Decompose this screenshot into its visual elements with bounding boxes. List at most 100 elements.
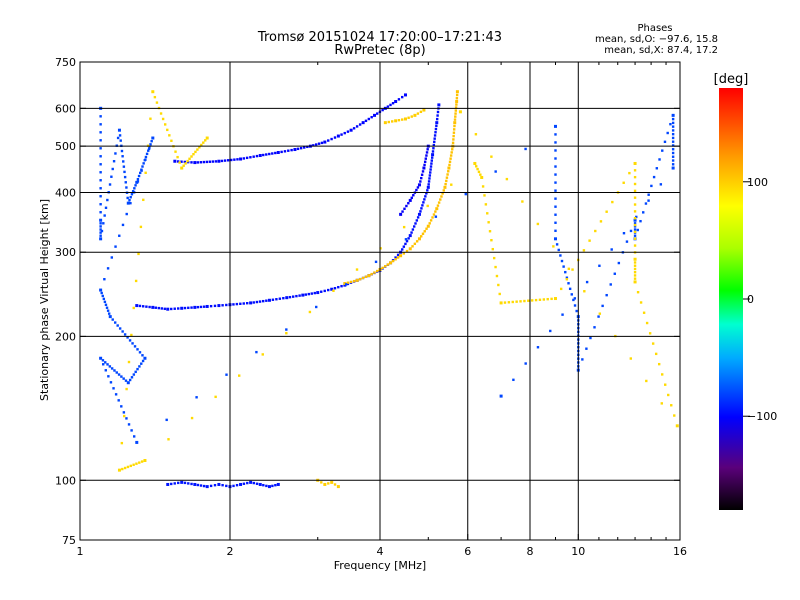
trace-point: [454, 109, 458, 112]
trace-point: [613, 272, 616, 275]
trace-point: [573, 304, 577, 307]
trace-point: [299, 146, 303, 150]
trace-point: [451, 141, 455, 145]
trace-point: [534, 298, 538, 302]
trace-point: [252, 155, 255, 158]
trace-point: [99, 179, 102, 182]
trace-point: [564, 270, 567, 274]
trace-point: [373, 271, 376, 274]
data-point: [217, 482, 221, 486]
trace-point: [420, 235, 423, 238]
trace-point: [265, 484, 268, 488]
trace-point: [258, 300, 262, 303]
trace-point: [582, 249, 586, 252]
trace-point: [252, 481, 256, 485]
trace-point: [337, 285, 340, 289]
trace-point: [125, 186, 128, 189]
trace-point: [515, 300, 518, 303]
trace-point: [137, 174, 141, 178]
trace-point: [349, 280, 353, 284]
data-point: [443, 185, 447, 189]
y-tick-label: 300: [55, 246, 76, 259]
trace-point: [401, 95, 404, 99]
trace-point: [123, 170, 126, 174]
trace-point: [609, 283, 612, 286]
trace-point: [101, 359, 105, 362]
data-point: [151, 136, 155, 140]
data-point: [276, 150, 280, 154]
trace-point: [138, 351, 142, 354]
trace-point: [645, 379, 648, 383]
trace-point: [453, 118, 457, 121]
chart-title: Tromsø 20151024 17:20:00–17:21:43: [257, 30, 502, 45]
trace-point: [381, 266, 384, 270]
trace-point: [559, 254, 562, 257]
trace-point: [106, 363, 109, 366]
trace-point: [437, 201, 441, 204]
trace-point: [589, 336, 592, 340]
trace-point: [433, 137, 436, 140]
trace-point: [523, 299, 526, 303]
trace-point: [585, 347, 588, 350]
data-point: [239, 482, 243, 486]
trace-point: [667, 393, 670, 397]
trace-point: [491, 247, 494, 251]
data-point: [316, 291, 320, 295]
trace-point: [422, 201, 425, 204]
trace-point: [450, 183, 453, 186]
data-point: [173, 159, 177, 163]
trace-point: [255, 482, 259, 485]
trace-point: [150, 139, 153, 143]
trace-point: [99, 231, 102, 234]
trace-point: [144, 155, 148, 159]
trace-point: [519, 300, 522, 303]
trace-point: [163, 307, 166, 311]
trace-point: [177, 481, 180, 485]
trace-point: [138, 461, 141, 464]
trace-point: [633, 228, 637, 231]
trace-point: [432, 213, 436, 216]
trace-point: [198, 146, 201, 149]
trace-point: [412, 194, 415, 197]
trace-point: [123, 175, 127, 179]
trace-point: [447, 170, 450, 173]
trace-point: [448, 160, 452, 163]
trace-point: [120, 375, 123, 378]
trace-point: [636, 291, 640, 294]
trace-point: [494, 170, 497, 173]
trace-point: [308, 310, 312, 314]
trace-point: [170, 307, 173, 311]
trace-point: [415, 188, 418, 192]
y-tick-label: 600: [55, 102, 76, 115]
trace-point: [99, 155, 102, 158]
trace-point: [555, 243, 559, 246]
trace-point: [99, 163, 102, 166]
x-tick-label: 8: [527, 545, 534, 558]
trace-point: [633, 237, 637, 240]
trace-point: [132, 463, 135, 466]
trace-point: [429, 171, 432, 174]
trace-point: [554, 229, 557, 232]
trace-point: [194, 150, 197, 154]
trace-point: [242, 482, 246, 485]
trace-point: [633, 244, 637, 247]
trace-point: [661, 373, 664, 376]
trace-point: [138, 365, 141, 368]
trace-point: [102, 297, 106, 301]
trace-point: [225, 373, 228, 376]
trace-point: [122, 411, 126, 414]
trace-point: [145, 305, 148, 308]
trace-point: [183, 306, 187, 310]
trace-point: [567, 282, 570, 285]
trace-point: [118, 134, 122, 137]
trace-point: [494, 265, 497, 269]
trace-point: [486, 212, 489, 215]
trace-point: [423, 230, 426, 233]
trace-point: [425, 151, 429, 154]
colorbar-tick-label: 100: [747, 176, 768, 189]
trace-point: [304, 293, 308, 296]
trace-point: [669, 122, 672, 126]
data-point: [126, 201, 130, 205]
trace-point: [136, 348, 139, 351]
trace-point: [121, 223, 125, 227]
